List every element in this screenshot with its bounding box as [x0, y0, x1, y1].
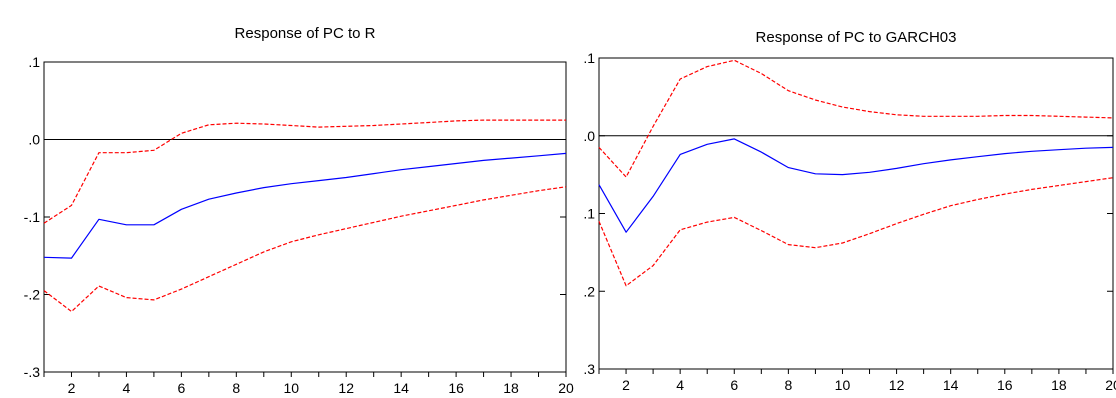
plot-frame	[43, 61, 567, 373]
x-tick-label: 16	[997, 377, 1013, 393]
x-tick-label: 6	[730, 377, 738, 393]
x-tick-label: 8	[232, 380, 240, 396]
y-tick-label: .3	[583, 361, 595, 377]
lower-band-line	[43, 186, 567, 313]
y-tick-label: .0	[28, 132, 40, 148]
x-tick-label: 20	[558, 380, 574, 396]
x-tick-label: 4	[123, 380, 131, 396]
y-tick-label: .1	[583, 50, 595, 66]
y-tick-label: .0	[583, 128, 595, 144]
x-tick-label: 18	[503, 380, 519, 396]
x-tick-label: 18	[1051, 377, 1067, 393]
y-tick-label: .1	[28, 54, 40, 70]
impulse-response-line	[598, 138, 1114, 233]
x-tick-label: 12	[889, 377, 905, 393]
x-tick-label: 14	[393, 380, 409, 396]
plot-frame	[598, 57, 1114, 370]
y-tick-label: -.2	[24, 287, 41, 303]
lower-band-line	[598, 177, 1114, 287]
x-tick-label: 16	[448, 380, 464, 396]
upper-band-line	[43, 119, 566, 224]
impulse-response-line	[43, 152, 567, 259]
x-tick-label: 12	[338, 380, 354, 396]
x-tick-label: 10	[283, 380, 299, 396]
x-tick-label: 6	[177, 380, 185, 396]
y-tick-label: -.1	[24, 209, 41, 225]
x-tick-label: 4	[676, 377, 684, 393]
chart-response-pc-to-r: Response of PC to R .1 .0 -.1 -.2 -.3 2 4 6 8 10 1…	[24, 25, 574, 396]
y-tick-label: .2	[583, 283, 595, 299]
x-tick-label: 10	[835, 377, 851, 393]
y-tick-label: .1	[583, 206, 595, 222]
x-tick-label: 20	[1105, 377, 1116, 393]
chart-response-pc-to-garch03: Response of PC to GARCH03 .1 .0 .1 .2 .3 2 4 6 8…	[583, 29, 1116, 393]
x-tick-label: 2	[622, 377, 630, 393]
x-tick-label: 8	[784, 377, 792, 393]
x-tick-label: 2	[68, 380, 76, 396]
chart-title: Response of PC to GARCH03	[756, 29, 957, 46]
y-tick-label: -.3	[24, 364, 41, 380]
chart-title: Response of PC to R	[235, 25, 376, 42]
upper-band-line	[598, 59, 1114, 178]
x-tick-label: 14	[943, 377, 959, 393]
